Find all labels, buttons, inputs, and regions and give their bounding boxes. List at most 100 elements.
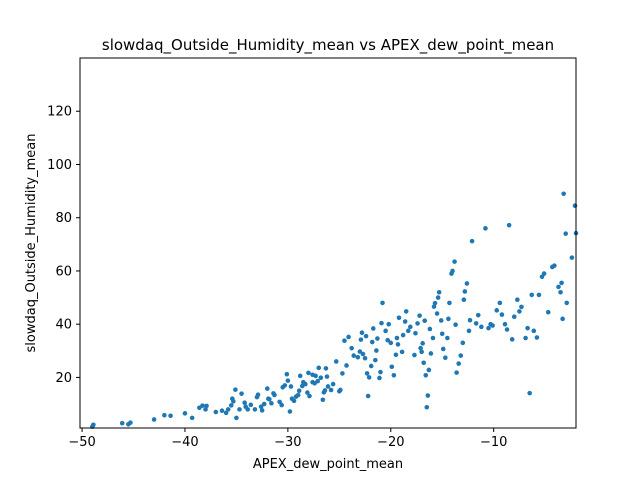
data-point (342, 338, 347, 343)
data-point (511, 314, 517, 320)
data-point (572, 203, 578, 209)
data-point (385, 337, 390, 343)
data-point (245, 407, 251, 412)
data-point (486, 325, 491, 331)
data-point (400, 332, 406, 338)
data-point (418, 345, 423, 351)
data-point (425, 393, 431, 398)
y-tick-label: 20 (55, 371, 72, 386)
data-point (267, 396, 272, 402)
data-point (393, 352, 399, 358)
x-axis: −50 −40 −30 −20 −10 (68, 428, 507, 450)
data-point (402, 319, 408, 324)
data-point (362, 355, 368, 361)
data-point (370, 326, 376, 331)
data-point (282, 383, 288, 388)
data-point (559, 280, 564, 286)
y-tick-label: 40 (55, 318, 72, 333)
data-point (252, 407, 258, 412)
data-point (435, 295, 441, 300)
data-point (453, 322, 458, 328)
data-point (529, 292, 535, 298)
data-point (323, 366, 329, 371)
data-point (369, 339, 375, 345)
data-point (223, 410, 229, 416)
data-point (119, 420, 125, 426)
data-point (452, 259, 457, 264)
data-point (368, 363, 374, 369)
data-point (417, 313, 422, 318)
data-point (445, 335, 450, 341)
data-point (541, 271, 547, 276)
data-point (427, 326, 433, 332)
data-point (460, 340, 466, 346)
data-point (560, 316, 565, 322)
data-point (462, 289, 468, 294)
data-point (261, 401, 267, 407)
data-point (182, 411, 188, 416)
data-point (519, 304, 524, 310)
plot-frame (79, 57, 577, 429)
data-point (421, 360, 427, 366)
data-point (231, 399, 236, 404)
data-point (255, 392, 261, 398)
data-point (413, 330, 418, 336)
data-point (434, 311, 440, 316)
data-point (346, 334, 351, 340)
data-point (558, 289, 563, 295)
data-point (430, 335, 436, 341)
data-point (415, 321, 420, 326)
data-point (399, 349, 405, 355)
data-point (322, 388, 328, 393)
data-point (225, 407, 231, 412)
data-point (291, 398, 297, 404)
data-point (428, 351, 434, 356)
data-point (506, 222, 512, 228)
data-point (396, 315, 402, 321)
data-point (318, 375, 324, 380)
data-point (438, 318, 444, 323)
data-point (297, 373, 303, 379)
data-point (440, 346, 446, 352)
x-tick-label: −50 (68, 435, 95, 450)
data-point (556, 284, 561, 290)
data-point (534, 335, 540, 340)
data-point (473, 321, 479, 326)
data-point (422, 318, 428, 324)
data-point (391, 372, 397, 378)
data-point (467, 317, 473, 323)
data-point (420, 341, 425, 346)
data-point (515, 297, 520, 303)
y-tick-label: 80 (55, 211, 72, 226)
data-point (305, 390, 310, 395)
data-point (432, 300, 438, 306)
data-point (405, 328, 411, 334)
x-tick-label: −30 (274, 435, 301, 450)
x-tick-label: −20 (377, 435, 404, 450)
data-point (403, 309, 409, 314)
data-point (365, 393, 371, 399)
data-point (561, 191, 566, 197)
data-point (258, 404, 264, 410)
data-point (333, 359, 339, 364)
data-point (307, 393, 312, 399)
data-point (379, 320, 384, 326)
data-point (395, 342, 401, 347)
data-point (284, 371, 290, 377)
data-point (408, 324, 413, 330)
data-point (424, 404, 430, 410)
x-tick-label: −40 (171, 435, 198, 450)
data-point (328, 387, 334, 393)
data-point (358, 337, 364, 342)
data-point (234, 415, 239, 421)
data-point (490, 323, 495, 328)
data-point (531, 328, 537, 334)
y-axis-label: slowdaq_Outside_Humidity_mean (24, 134, 39, 353)
data-point (162, 412, 167, 418)
data-point (509, 337, 515, 342)
data-point (439, 331, 445, 337)
data-point (502, 321, 508, 327)
data-point (355, 354, 361, 360)
